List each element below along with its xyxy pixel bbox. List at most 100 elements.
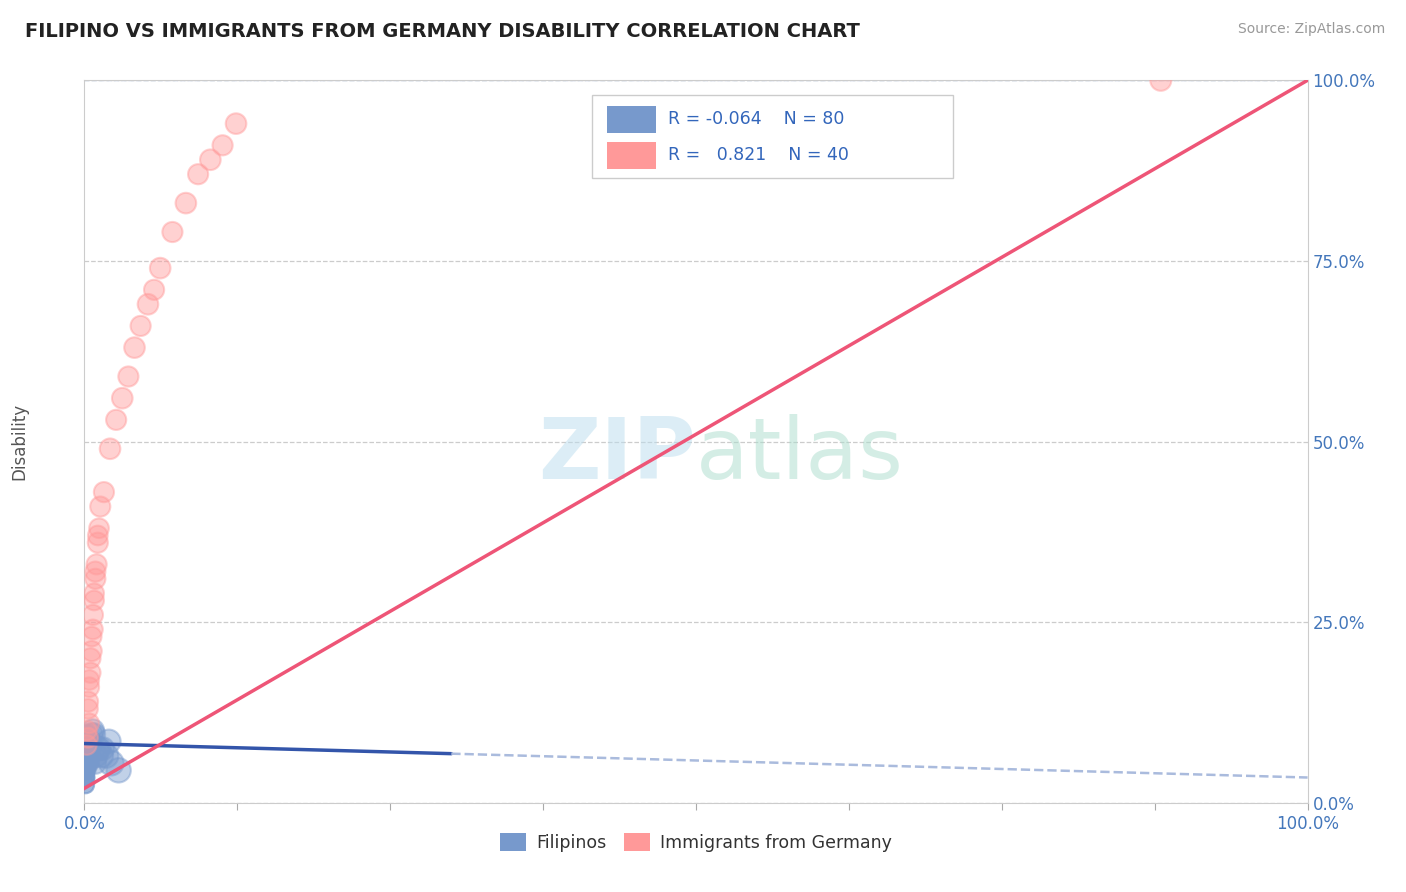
Point [105,413,128,427]
Point [77,702,100,716]
FancyBboxPatch shape [606,105,655,133]
Point [75,748,97,763]
Point [75,764,97,778]
Point [79,651,101,665]
Point [75,764,97,778]
Point [77,741,100,756]
Point [111,391,134,405]
Point [75,734,97,748]
Point [76,734,98,748]
Point [75,741,97,756]
Point [77,756,100,770]
Point [75,741,97,756]
Point [77,673,100,687]
Point [77,756,100,770]
Point [75,748,97,763]
Point [90,748,112,763]
Y-axis label: Disability: Disability [11,403,28,480]
Point [89,500,111,514]
Point [82,607,104,622]
Point [76,741,98,756]
Point [76,734,98,748]
Point [75,756,97,770]
Point [77,756,100,770]
Point [225,117,247,131]
Point [86,748,108,763]
Point [87,528,110,542]
Point [79,665,101,680]
Point [76,738,98,752]
Point [77,731,100,745]
Point [129,318,152,333]
Point [1150,73,1173,87]
FancyBboxPatch shape [606,142,655,169]
Point [76,756,98,770]
Point [75,764,97,778]
Point [187,167,209,181]
Point [96,748,118,763]
Point [87,741,110,756]
Point [77,748,100,763]
Point [82,723,104,738]
Point [79,734,101,748]
Point [117,369,139,384]
Point [77,748,100,763]
Point [76,748,98,763]
Point [82,623,104,637]
Point [75,764,97,778]
Point [76,756,98,770]
Point [76,727,98,741]
Text: FILIPINO VS IMMIGRANTS FROM GERMANY DISABILITY CORRELATION CHART: FILIPINO VS IMMIGRANTS FROM GERMANY DISA… [25,22,860,41]
Point [107,764,129,778]
Point [75,748,97,763]
Point [87,535,110,549]
Point [75,741,97,756]
Point [76,756,98,770]
Point [77,741,100,756]
Point [75,756,97,770]
Point [80,630,103,644]
Point [75,771,97,785]
Point [100,756,122,770]
Point [76,756,98,770]
Point [174,196,197,211]
Text: R =   0.821    N = 40: R = 0.821 N = 40 [668,145,849,164]
Point [76,756,98,770]
Point [77,734,100,748]
FancyBboxPatch shape [592,95,953,178]
Point [80,727,103,741]
Point [86,558,108,572]
Point [75,778,97,792]
Point [84,565,107,579]
Point [75,756,97,770]
Point [75,734,97,748]
Point [75,771,97,785]
Point [76,741,98,756]
Point [79,741,101,756]
Point [98,442,121,456]
Point [83,586,105,600]
Point [76,734,98,748]
Point [75,734,97,748]
Point [76,748,98,763]
Point [76,741,98,756]
Point [77,680,100,694]
Point [87,521,110,535]
Point [75,771,97,785]
Point [75,741,97,756]
Point [77,748,100,763]
Point [77,748,100,763]
Point [75,734,97,748]
Point [76,723,98,738]
Point [87,741,110,756]
Point [75,778,97,792]
Text: Source: ZipAtlas.com: Source: ZipAtlas.com [1237,22,1385,37]
Point [84,572,107,586]
Point [75,734,97,748]
Point [162,225,184,239]
Point [93,485,115,500]
Point [76,741,98,756]
Point [83,593,105,607]
Text: R = -0.064    N = 80: R = -0.064 N = 80 [668,110,844,128]
Point [80,644,103,658]
